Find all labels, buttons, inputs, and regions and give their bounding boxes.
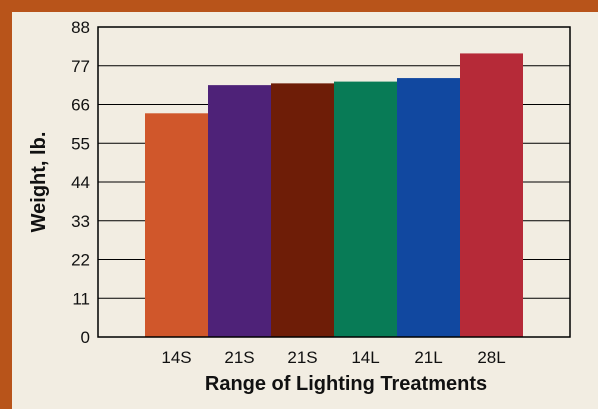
y-tick-label: 44 — [71, 173, 90, 192]
bar-14s-1 — [145, 113, 208, 337]
y-tick-label: 55 — [71, 134, 90, 153]
y-tick-label: 11 — [72, 289, 90, 308]
bar-21s-3 — [271, 83, 334, 337]
bar-21l-5 — [397, 78, 460, 338]
x-tick-labels: 14S 21S 21S 14L 21L 28L — [161, 348, 505, 367]
bar-21s-2 — [208, 85, 271, 337]
x-tick-label: 21S — [224, 348, 254, 367]
y-tick-label: 88 — [71, 18, 90, 37]
y-tick-label: 33 — [71, 212, 90, 231]
x-tick-label: 21S — [287, 348, 317, 367]
y-tick-labels: 0 11 22 33 44 55 66 77 88 — [71, 18, 90, 347]
bars — [145, 53, 523, 338]
y-axis-title: Weight, lb. — [28, 132, 50, 233]
y-tick-label: 0 — [81, 328, 90, 347]
x-tick-label: 21L — [414, 348, 442, 367]
x-tick-label: 14S — [161, 348, 191, 367]
plot-border — [97, 26, 571, 338]
x-tick-label: 14L — [351, 348, 379, 367]
y-tick-label: 66 — [71, 96, 90, 115]
bar-14l-4 — [334, 81, 397, 338]
x-axis-title: Range of Lighting Treatments — [205, 373, 487, 395]
y-tick-label: 22 — [71, 251, 90, 270]
x-tick-label: 28L — [477, 348, 505, 367]
y-tick-label: 77 — [71, 57, 90, 76]
bar-28l-6 — [460, 53, 523, 337]
